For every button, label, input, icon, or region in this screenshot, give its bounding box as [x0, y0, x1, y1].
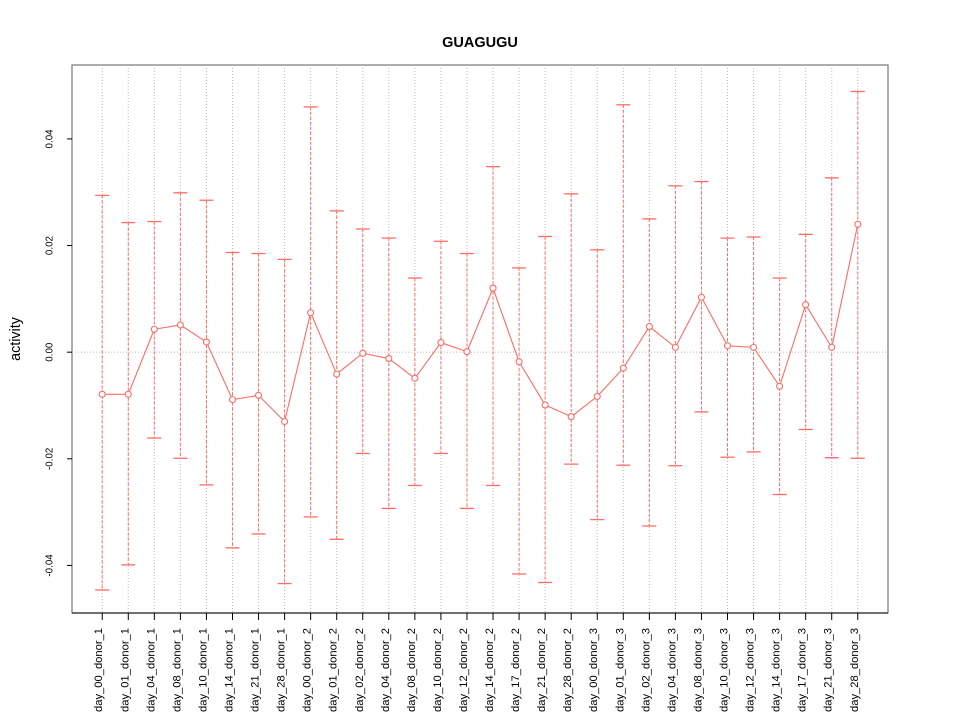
svg-text:day_17_donor_2: day_17_donor_2 [510, 628, 522, 712]
svg-text:day_17_donor_3: day_17_donor_3 [797, 628, 809, 712]
svg-text:day_01_donor_3: day_01_donor_3 [614, 628, 626, 712]
svg-text:day_00_donor_1: day_00_donor_1 [93, 628, 105, 712]
svg-text:day_08_donor_3: day_08_donor_3 [692, 628, 704, 712]
svg-text:day_12_donor_3: day_12_donor_3 [745, 628, 757, 712]
svg-text:0.02: 0.02 [45, 236, 56, 255]
svg-text:day_10_donor_2: day_10_donor_2 [432, 628, 444, 712]
svg-text:-0.02: -0.02 [45, 448, 56, 470]
svg-text:day_21_donor_2: day_21_donor_2 [536, 628, 548, 712]
svg-text:day_00_donor_2: day_00_donor_2 [302, 628, 314, 712]
svg-text:day_01_donor_1: day_01_donor_1 [119, 628, 131, 712]
svg-text:GUAGUGU: GUAGUGU [442, 35, 518, 51]
svg-text:day_14_donor_3: day_14_donor_3 [771, 628, 783, 712]
svg-text:day_08_donor_1: day_08_donor_1 [171, 628, 183, 712]
svg-text:day_28_donor_2: day_28_donor_2 [562, 628, 574, 712]
svg-text:day_10_donor_1: day_10_donor_1 [197, 628, 209, 712]
svg-text:day_01_donor_2: day_01_donor_2 [328, 628, 340, 712]
svg-text:0.04: 0.04 [45, 129, 56, 149]
svg-text:day_02_donor_2: day_02_donor_2 [354, 628, 366, 712]
svg-text:day_02_donor_3: day_02_donor_3 [640, 628, 652, 712]
svg-text:day_08_donor_2: day_08_donor_2 [406, 628, 418, 712]
svg-text:day_28_donor_3: day_28_donor_3 [849, 628, 861, 712]
svg-text:-0.04: -0.04 [45, 554, 56, 577]
svg-text:day_04_donor_3: day_04_donor_3 [666, 628, 678, 712]
svg-text:day_00_donor_3: day_00_donor_3 [588, 628, 600, 712]
svg-text:day_14_donor_1: day_14_donor_1 [223, 628, 235, 712]
svg-text:day_21_donor_3: day_21_donor_3 [823, 628, 835, 712]
svg-text:day_04_donor_2: day_04_donor_2 [380, 628, 392, 712]
svg-text:activity: activity [8, 316, 24, 361]
svg-text:day_04_donor_1: day_04_donor_1 [145, 628, 157, 712]
svg-text:day_21_donor_1: day_21_donor_1 [250, 628, 262, 712]
svg-text:0.00: 0.00 [45, 342, 56, 362]
svg-text:day_10_donor_3: day_10_donor_3 [719, 628, 731, 712]
svg-text:day_28_donor_1: day_28_donor_1 [276, 628, 288, 712]
svg-text:day_12_donor_2: day_12_donor_2 [458, 628, 470, 712]
svg-text:day_14_donor_2: day_14_donor_2 [484, 628, 496, 712]
